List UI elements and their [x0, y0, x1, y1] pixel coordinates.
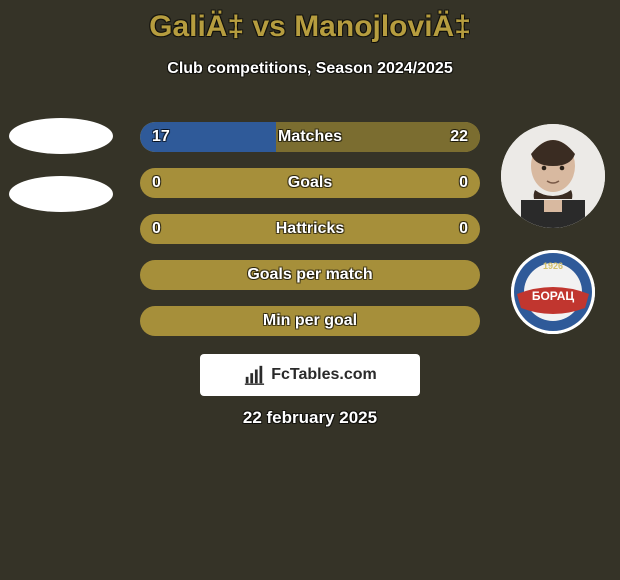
- stat-bar: Goals per match: [140, 260, 480, 290]
- stat-bar: 0 Hattricks 0: [140, 214, 480, 244]
- right-player-avatar: [501, 124, 605, 228]
- right-player-column: 1926 БОРАЦ: [498, 124, 608, 334]
- stat-bar: 17 Matches 22: [140, 122, 480, 152]
- left-player-club-logo: [9, 176, 113, 212]
- stat-bar-label: Min per goal: [140, 306, 480, 336]
- card-title: GaliÄ‡ vs ManojloviÄ‡: [0, 10, 620, 44]
- club-crest-icon: 1926 БОРАЦ: [511, 250, 595, 334]
- stat-bar-right-value: 22: [450, 122, 468, 152]
- stat-bar: 0 Goals 0: [140, 168, 480, 198]
- card-subtitle: Club competitions, Season 2024/2025: [0, 60, 620, 78]
- brand-text: FcTables.com: [271, 366, 377, 384]
- stat-bar: Min per goal: [140, 306, 480, 336]
- right-player-club-logo: 1926 БОРАЦ: [511, 250, 595, 334]
- stat-bar-label: Goals: [140, 168, 480, 198]
- club-crest-text: БОРАЦ: [532, 289, 575, 303]
- brand-badge: FcTables.com: [200, 354, 420, 396]
- stat-bars: 17 Matches 22 0 Goals 0 0 Hattricks 0 Go…: [140, 122, 480, 352]
- comparison-card: GaliÄ‡ vs ManojloviÄ‡ Club competitions,…: [0, 0, 620, 580]
- stat-bar-label: Hattricks: [140, 214, 480, 244]
- stat-bar-label: Goals per match: [140, 260, 480, 290]
- bar-chart-icon: [243, 364, 265, 386]
- stat-bar-right-value: 0: [459, 214, 468, 244]
- left-player-column: [6, 118, 116, 230]
- club-crest-year: 1926: [543, 261, 563, 271]
- stat-bar-right-value: 0: [459, 168, 468, 198]
- avatar-face-icon: [501, 124, 605, 228]
- card-date: 22 february 2025: [0, 408, 620, 428]
- left-player-avatar: [9, 118, 113, 154]
- stat-bar-label: Matches: [140, 122, 480, 152]
